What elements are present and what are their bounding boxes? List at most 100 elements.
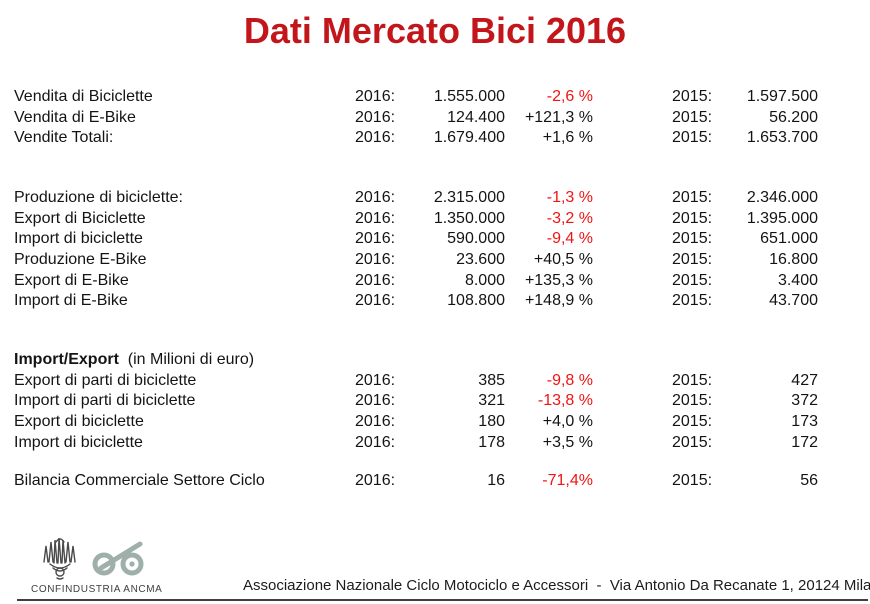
percent-change: -9,4 % — [546, 230, 593, 248]
column-spacer — [593, 128, 672, 149]
value-2016: 16 — [487, 472, 505, 489]
year-2016-label: 2016: — [355, 189, 396, 206]
table-row: Export di biciclette 2016: 180 +4,0 % 20… — [0, 412, 870, 433]
table-row: Export di E-Bike 2016: 8.000 +135,3 % 20… — [0, 271, 870, 292]
table-row: Export di parti di biciclette 2016: 385 … — [0, 371, 870, 392]
percent-change: +40,5 % — [533, 251, 593, 269]
percent-change: -71,4% — [542, 472, 593, 489]
row-label: Bilancia Commerciale Settore Ciclo — [14, 472, 265, 489]
column-spacer — [593, 87, 672, 108]
row-label: Import di biciclette — [14, 230, 143, 248]
section-bilancia: Bilancia Commerciale Settore Ciclo 2016:… — [0, 471, 870, 492]
column-spacer — [593, 291, 672, 312]
table-row: Produzione di biciclette: 2016: 2.315.00… — [0, 188, 870, 209]
table-row: Bilancia Commerciale Settore Ciclo 2016:… — [0, 471, 870, 492]
column-spacer — [593, 108, 672, 129]
import-export-header-rest: (in Milioni di euro) — [118, 351, 255, 368]
year-2016-label: 2016: — [355, 392, 396, 410]
year-2016-label: 2016: — [355, 271, 396, 289]
year-2016-label: 2016: — [355, 413, 396, 431]
ancma-bike-logo — [92, 541, 144, 576]
percent-change: -1,3 % — [546, 189, 593, 206]
value-2015: 173 — [791, 413, 818, 431]
year-2016-label: 2016: — [355, 129, 396, 147]
year-2016-label: 2016: — [355, 371, 396, 389]
confindustria-eagle-logo — [43, 537, 76, 580]
produzione-rows: Produzione di biciclette: 2016: 2.315.00… — [0, 188, 870, 312]
percent-change: +135,3 % — [524, 271, 593, 289]
value-2016: 1.350.000 — [433, 209, 505, 227]
value-2015: 3.400 — [777, 271, 818, 289]
table-row: Import di biciclette 2016: 178 +3,5 % 20… — [0, 433, 870, 454]
table-row: Export di Biciclette 2016: 1.350.000 -3,… — [0, 209, 870, 230]
year-2015-label: 2015: — [672, 189, 713, 206]
footer-divider — [17, 599, 868, 601]
value-2016: 590.000 — [447, 230, 505, 248]
value-2016: 124.400 — [447, 108, 505, 126]
year-2015-label: 2015: — [672, 292, 713, 310]
year-2015-label: 2015: — [672, 129, 713, 147]
percent-change: +4,0 % — [542, 413, 593, 431]
value-2016: 1.679.400 — [433, 129, 505, 147]
table-row: Import di E-Bike 2016: 108.800 +148,9 % … — [0, 291, 870, 312]
row-label: Vendita di E-Bike — [14, 108, 136, 126]
table-row: Vendita di E-Bike 2016: 124.400 +121,3 %… — [0, 108, 870, 129]
footer-address: Associazione Nazionale Ciclo Motociclo e… — [243, 577, 870, 594]
value-2016: 2.315.000 — [433, 189, 505, 206]
column-spacer — [593, 371, 672, 392]
column-spacer — [593, 188, 672, 209]
footer-logos — [40, 536, 150, 580]
table-row: Import di parti di biciclette 2016: 321 … — [0, 391, 870, 412]
year-2015-label: 2015: — [672, 371, 713, 389]
page-title: Dati Mercato Bici 2016 — [243, 10, 627, 51]
row-label: Vendita di Biciclette — [14, 88, 153, 105]
column-spacer — [593, 391, 672, 412]
section-import-export: Import/Export (in Milioni di euro) Expor… — [0, 350, 870, 453]
value-2016: 1.555.000 — [433, 88, 505, 105]
year-2016-label: 2016: — [355, 292, 396, 310]
value-2016: 178 — [478, 433, 505, 451]
value-2015: 1.395.000 — [746, 209, 818, 227]
value-2015: 56 — [800, 472, 818, 489]
row-label: Export di E-Bike — [14, 271, 129, 289]
percent-change: -9,8 % — [546, 371, 593, 389]
value-2015: 1.597.500 — [746, 88, 818, 105]
row-label: Export di biciclette — [14, 413, 144, 431]
value-2015: 56.200 — [769, 108, 818, 126]
row-label: Import di biciclette — [14, 433, 143, 451]
value-2015: 651.000 — [760, 230, 818, 248]
year-2016-label: 2016: — [355, 251, 396, 269]
table-row: Vendita di Biciclette 2016: 1.555.000 -2… — [0, 87, 870, 108]
year-2016-label: 2016: — [355, 433, 396, 451]
row-label: Export di parti di biciclette — [14, 371, 197, 389]
year-2015-label: 2015: — [672, 413, 713, 431]
table-row: Produzione E-Bike 2016: 23.600 +40,5 % 2… — [0, 250, 870, 271]
value-2015: 43.700 — [769, 292, 818, 310]
year-2016-label: 2016: — [355, 230, 396, 248]
percent-change: +121,3 % — [524, 108, 593, 126]
row-label: Produzione di biciclette: — [14, 189, 183, 206]
column-spacer — [593, 471, 672, 492]
year-2015-label: 2015: — [672, 108, 713, 126]
year-2015-label: 2015: — [672, 433, 713, 451]
value-2015: 2.346.000 — [746, 189, 818, 206]
section-produzione: Produzione di biciclette: 2016: 2.315.00… — [0, 188, 870, 312]
percent-change: -13,8 % — [537, 392, 593, 410]
year-2016-label: 2016: — [355, 472, 396, 489]
row-label: Export di Biciclette — [14, 209, 146, 227]
year-2015-label: 2015: — [672, 88, 713, 105]
value-2016: 180 — [478, 413, 505, 431]
column-spacer — [593, 250, 672, 271]
percent-change: -2,6 % — [546, 88, 593, 105]
section-vendite: Vendita di Biciclette 2016: 1.555.000 -2… — [0, 87, 870, 149]
year-2016-label: 2016: — [355, 108, 396, 126]
year-2016-label: 2016: — [355, 209, 396, 227]
column-spacer — [593, 412, 672, 433]
footer-logo-caption: CONFINDUSTRIA ANCMA — [31, 584, 163, 595]
value-2016: 321 — [478, 392, 505, 410]
year-2016-label: 2016: — [355, 88, 396, 105]
import-export-header: Import/Export (in Milioni di euro) — [0, 350, 870, 371]
percent-change: +3,5 % — [542, 433, 593, 451]
year-2015-label: 2015: — [672, 230, 713, 248]
